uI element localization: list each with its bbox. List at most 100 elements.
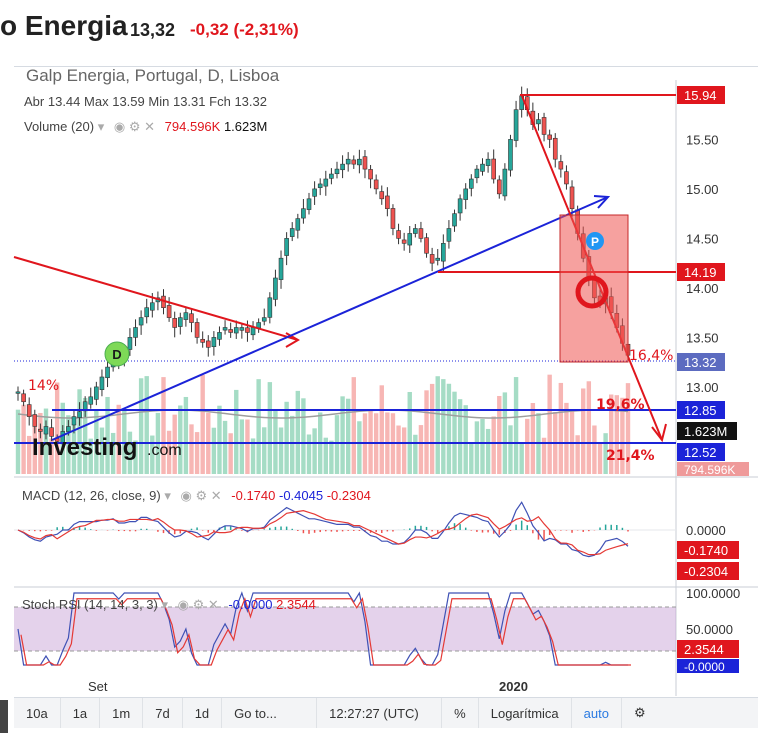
chart-title: Galp Energia, Portugal, D, Lisboa [26,66,280,85]
gear-icon[interactable]: ⚙ [192,597,205,612]
volume-bar [469,442,474,474]
volume-bar [620,397,625,474]
watermark-logo: Investing [32,434,137,461]
marker-p[interactable] [586,232,604,250]
marker-d[interactable] [104,341,130,367]
stoch-label[interactable]: Stoch RSI (14, 14, 3, 3) [22,597,158,612]
volume-bar [625,383,631,474]
volume-legend: Volume (20) ▾ ◉ ⚙ ✕ 794.596K 1.623M [24,119,267,135]
eye-icon[interactable]: ◉ [177,597,189,612]
auto-button[interactable]: auto [572,698,622,728]
volume-bar [435,376,440,474]
candle-body [329,173,334,179]
chevron-down-icon[interactable]: ▾ [97,119,105,134]
settings-gear-icon[interactable]: ⚙ [633,705,646,720]
volume-bar [245,419,250,474]
eye-icon[interactable]: ◉ [113,119,126,134]
chevron-down-icon[interactable]: ▾ [164,488,171,503]
volume-label[interactable]: Volume (20) [24,119,95,134]
candle-body [536,119,541,125]
volume-bar [379,385,384,474]
volume-bar [43,408,49,474]
candle-body [569,186,575,209]
volume-bar [21,404,26,474]
annotation-19pct: 19,6% [596,397,645,413]
volume-bar [564,402,569,474]
candle-body [144,307,150,318]
goto-button[interactable]: Go to... [222,698,318,728]
candle-body [138,317,144,326]
stoch-band [14,607,676,651]
marker-d-label: D [112,347,121,362]
volume-bar [228,433,233,474]
candle-body [413,228,418,234]
side-scroll-bar[interactable] [0,700,8,733]
candle-body [267,297,273,318]
volume-value-1: 794.596K [164,119,221,134]
candle-body [77,411,82,418]
volume-bar [497,395,502,474]
trendline-red-down[interactable] [13,256,299,341]
candles [15,86,631,450]
volume-bar [178,405,183,474]
volume-bar [82,397,88,474]
candle-body [261,317,267,322]
candle-body [88,396,94,405]
range-10a-button[interactable]: 10a [14,698,61,728]
volume-bar [323,437,328,474]
close-icon[interactable]: ✕ [144,119,156,134]
volume-bar [290,415,295,474]
stoch-tag-1 [677,640,739,658]
volume-bar [278,427,284,474]
volume-bar [138,378,144,474]
range-7d-button[interactable]: 7d [143,698,183,728]
candle-body [133,327,138,338]
volume-ma [17,409,629,419]
percent-button[interactable]: % [442,698,479,728]
volume-bar [301,398,306,474]
gear-icon[interactable]: ⚙ [195,488,208,503]
candle-body [345,158,351,165]
gear-icon[interactable]: ⚙ [128,119,141,134]
close-icon[interactable]: ✕ [207,597,219,612]
volume-bar [166,430,172,474]
circle-marker[interactable] [575,275,609,309]
candle-body [441,243,446,262]
volume-bar [446,383,452,474]
volume-bar [609,394,614,474]
volume-bar [71,424,77,474]
range-1m-button[interactable]: 1m [100,698,144,728]
candle-body [323,178,329,187]
log-button[interactable]: Logarítmica [479,698,572,728]
candle-body [558,161,564,170]
candle-body [289,228,295,237]
candle-body [552,137,558,160]
trendline-blue-up[interactable] [51,196,609,441]
annotation-14pct: 14% [28,378,59,394]
candle-body [317,183,323,188]
candle-body [418,228,424,239]
candle-body [273,277,278,300]
chart-frame[interactable] [14,66,758,697]
volume-bar [603,433,608,474]
tag-vol-ma-text: 1.623M [684,424,727,439]
volume-bar [262,427,267,474]
candle-body [239,327,245,331]
volume-bar [66,415,71,474]
price-axis[interactable]: 15.50 15.00 14.50 14.00 13.50 13.00 [686,132,719,395]
macd-line [17,501,629,558]
chevron-down-icon[interactable]: ▾ [161,597,169,612]
eye-icon[interactable]: ◉ [180,488,192,503]
range-1d-button[interactable]: 1d [183,698,223,728]
candle-body [71,416,77,426]
volume-bar [239,419,245,474]
macd-label[interactable]: MACD (12, 26, close, 9) [22,488,161,503]
volume-bar [267,382,273,474]
range-1a-button[interactable]: 1a [61,698,101,728]
close-icon[interactable]: ✕ [210,488,222,503]
macd-tag-1 [677,541,739,559]
candle-body [435,257,441,261]
marker-p-label: P [591,235,599,249]
volume-bar [396,425,401,474]
